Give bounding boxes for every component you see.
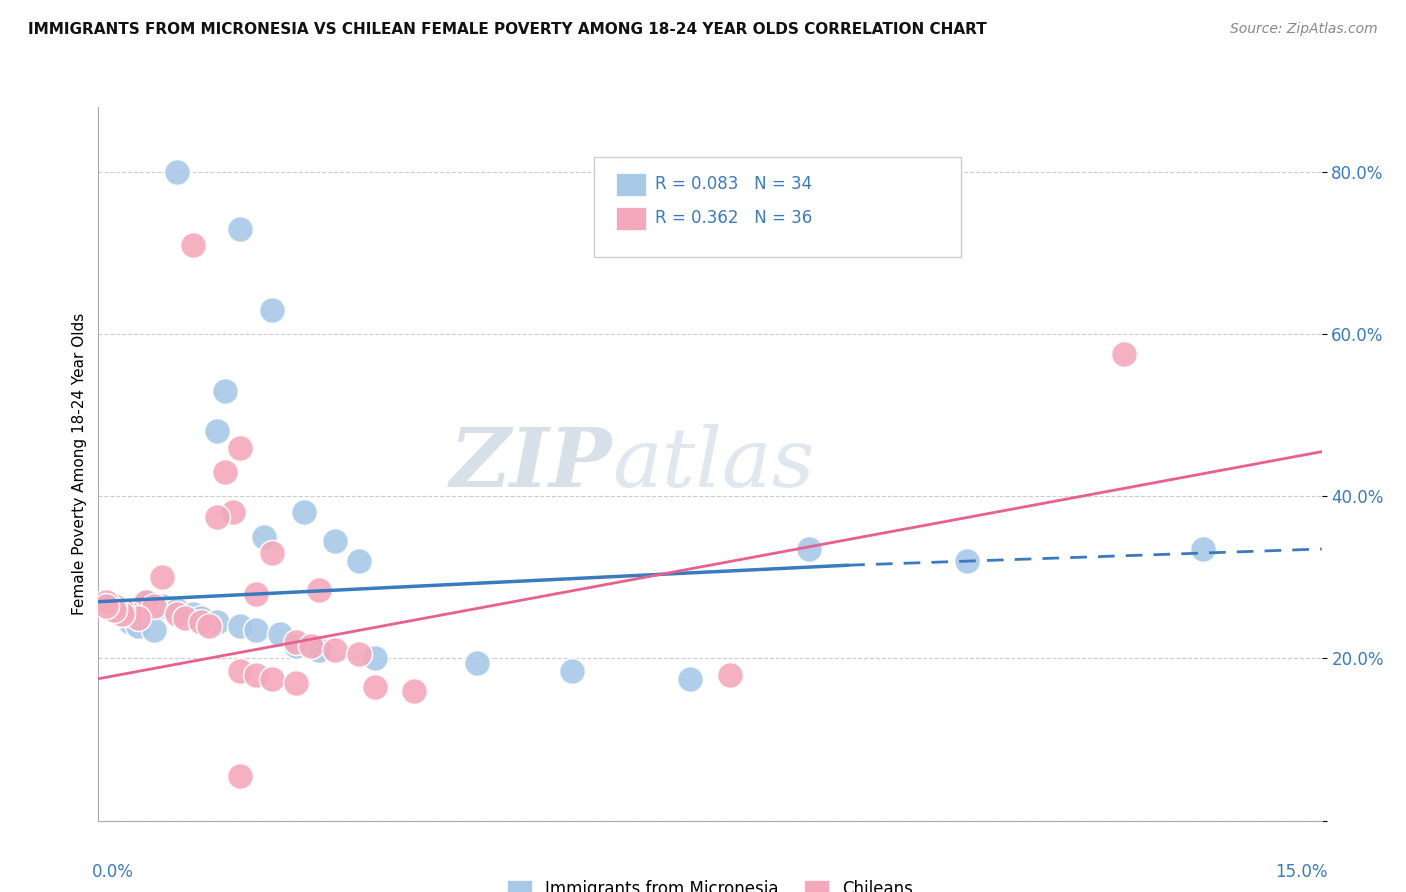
Point — [245, 667, 267, 681]
Point — [1192, 541, 1215, 556]
Point — [118, 615, 141, 629]
Point — [292, 506, 315, 520]
FancyBboxPatch shape — [616, 207, 647, 230]
Point — [181, 607, 204, 621]
Point — [96, 599, 118, 613]
Point — [284, 640, 307, 654]
FancyBboxPatch shape — [616, 173, 647, 196]
Point — [103, 599, 125, 613]
Point — [229, 769, 252, 783]
Point — [323, 643, 346, 657]
Point — [229, 664, 252, 678]
Point — [205, 615, 228, 629]
Point — [1114, 347, 1136, 361]
Point — [465, 656, 488, 670]
Point — [718, 667, 741, 681]
Point — [111, 603, 134, 617]
Point — [253, 530, 276, 544]
Text: 0.0%: 0.0% — [93, 863, 134, 881]
Point — [214, 384, 236, 398]
Text: IMMIGRANTS FROM MICRONESIA VS CHILEAN FEMALE POVERTY AMONG 18-24 YEAR OLDS CORRE: IMMIGRANTS FROM MICRONESIA VS CHILEAN FE… — [28, 22, 987, 37]
Point — [308, 643, 330, 657]
Point — [214, 465, 236, 479]
Point — [347, 648, 370, 662]
Point — [96, 595, 118, 609]
Point — [103, 603, 125, 617]
Point — [561, 664, 583, 678]
Point — [174, 611, 197, 625]
Point — [284, 675, 307, 690]
Point — [135, 595, 157, 609]
Point — [181, 238, 204, 252]
Point — [127, 611, 149, 625]
Point — [229, 221, 252, 235]
Point — [127, 619, 149, 633]
Point — [142, 599, 165, 613]
Point — [190, 615, 212, 629]
Point — [103, 599, 125, 613]
Point — [404, 684, 426, 698]
Y-axis label: Female Poverty Among 18-24 Year Olds: Female Poverty Among 18-24 Year Olds — [72, 313, 87, 615]
Point — [797, 541, 820, 556]
Point — [135, 595, 157, 609]
Point — [229, 619, 252, 633]
Point — [245, 623, 267, 637]
Point — [301, 640, 323, 654]
Text: Source: ZipAtlas.com: Source: ZipAtlas.com — [1230, 22, 1378, 37]
Point — [679, 672, 702, 686]
Point — [221, 506, 243, 520]
Point — [260, 546, 283, 560]
Point — [118, 607, 141, 621]
Point — [363, 680, 385, 694]
Point — [150, 570, 173, 584]
Point — [269, 627, 291, 641]
Point — [166, 607, 188, 621]
Point — [363, 651, 385, 665]
Point — [150, 599, 173, 613]
Point — [103, 603, 125, 617]
Point — [166, 165, 188, 179]
Point — [190, 611, 212, 625]
Point — [111, 603, 134, 617]
Point — [205, 509, 228, 524]
Legend: Immigrants from Micronesia, Chileans: Immigrants from Micronesia, Chileans — [501, 873, 920, 892]
Point — [198, 619, 221, 633]
Point — [284, 635, 307, 649]
Text: ZIP: ZIP — [450, 424, 612, 504]
Text: R = 0.083   N = 34: R = 0.083 N = 34 — [655, 175, 813, 193]
Text: 15.0%: 15.0% — [1275, 863, 1327, 881]
Point — [260, 672, 283, 686]
Point — [142, 623, 165, 637]
Point — [229, 441, 252, 455]
Point — [111, 607, 134, 621]
Point — [205, 425, 228, 439]
Point — [955, 554, 977, 568]
Point — [323, 533, 346, 548]
Point — [111, 607, 134, 621]
Text: atlas: atlas — [612, 424, 814, 504]
Point — [308, 582, 330, 597]
Point — [347, 554, 370, 568]
FancyBboxPatch shape — [593, 157, 960, 257]
Point — [245, 586, 267, 600]
Point — [260, 302, 283, 317]
Point — [166, 603, 188, 617]
Text: R = 0.362   N = 36: R = 0.362 N = 36 — [655, 210, 813, 227]
